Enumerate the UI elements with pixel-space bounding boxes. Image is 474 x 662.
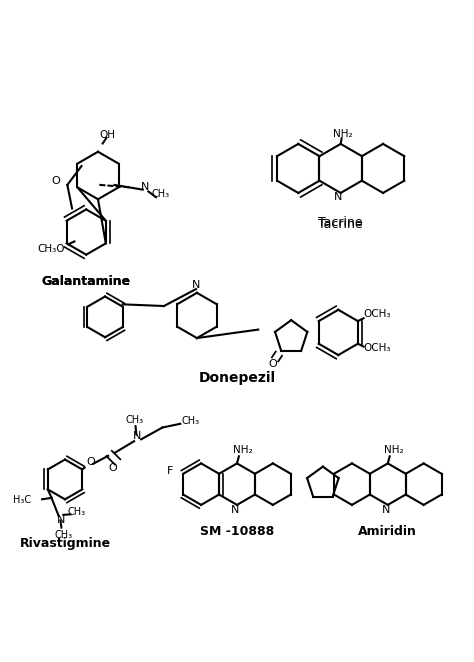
Text: N: N: [141, 182, 149, 192]
Text: O: O: [109, 463, 117, 473]
Text: CH₃: CH₃: [182, 416, 200, 426]
Text: O: O: [86, 457, 95, 467]
Text: OCH₃: OCH₃: [363, 309, 391, 319]
Text: Tacrine: Tacrine: [319, 218, 363, 230]
Text: OCH₃: OCH₃: [363, 344, 391, 354]
Text: N: N: [133, 432, 142, 442]
Text: Rivastigmine: Rivastigmine: [19, 536, 110, 549]
Text: O: O: [51, 176, 60, 186]
Text: N: N: [382, 504, 390, 514]
Text: Amiridin: Amiridin: [358, 525, 417, 538]
Text: CH₃: CH₃: [152, 189, 170, 199]
Text: O: O: [268, 359, 277, 369]
Text: Tacrine: Tacrine: [319, 216, 363, 229]
Text: NH₂: NH₂: [233, 446, 253, 455]
Text: CH₃O: CH₃O: [37, 244, 64, 254]
Text: CH₃: CH₃: [54, 530, 73, 540]
Text: N: N: [57, 514, 65, 524]
Text: N: N: [231, 504, 239, 514]
Text: Donepezil: Donepezil: [199, 371, 275, 385]
Text: NH₂: NH₂: [333, 128, 353, 138]
Text: CH₃: CH₃: [125, 416, 143, 426]
Text: Galantamine: Galantamine: [42, 275, 131, 288]
Text: N: N: [192, 280, 200, 291]
Text: N: N: [334, 192, 343, 202]
Text: CH₃: CH₃: [67, 507, 86, 517]
Text: H₃C: H₃C: [13, 495, 31, 505]
Text: SM -10888: SM -10888: [200, 525, 274, 538]
Text: NH₂: NH₂: [383, 446, 403, 455]
Text: OH: OH: [100, 130, 115, 140]
Text: F: F: [167, 467, 173, 477]
Text: Galantamine: Galantamine: [42, 275, 131, 288]
